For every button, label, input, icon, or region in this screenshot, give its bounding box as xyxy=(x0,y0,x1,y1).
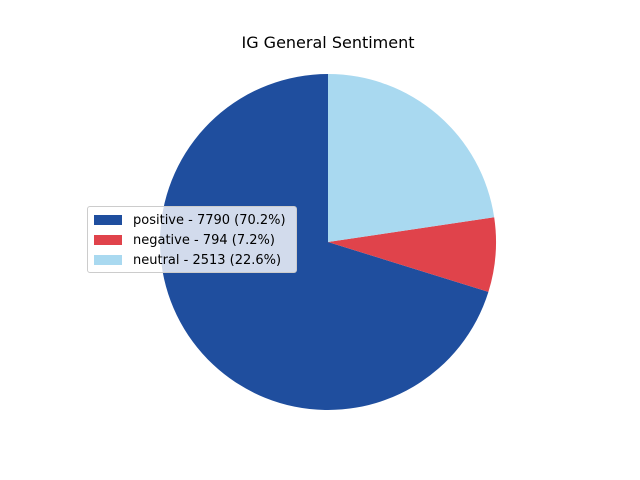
pie-slice-neutral xyxy=(328,73,495,242)
legend-swatch-neutral xyxy=(94,255,122,265)
chart-title: IG General Sentiment xyxy=(241,33,415,52)
legend-swatch-negative xyxy=(94,235,122,245)
legend-swatch-positive xyxy=(94,215,122,225)
legend-item-neutral: neutral - 2513 (22.6%) xyxy=(88,250,296,270)
pie-slice-negative xyxy=(328,217,497,292)
legend-label-negative: negative - 794 (7.2%) xyxy=(133,232,275,248)
pie-slice-positive xyxy=(159,74,489,410)
legend-label-neutral: neutral - 2513 (22.6%) xyxy=(133,252,282,268)
legend-label-positive: positive - 7790 (70.2%) xyxy=(133,212,286,228)
legend-item-positive: positive - 7790 (70.2%) xyxy=(88,210,296,230)
legend-item-negative: negative - 794 (7.2%) xyxy=(88,230,296,250)
legend: positive - 7790 (70.2%) negative - 794 (… xyxy=(87,206,297,273)
